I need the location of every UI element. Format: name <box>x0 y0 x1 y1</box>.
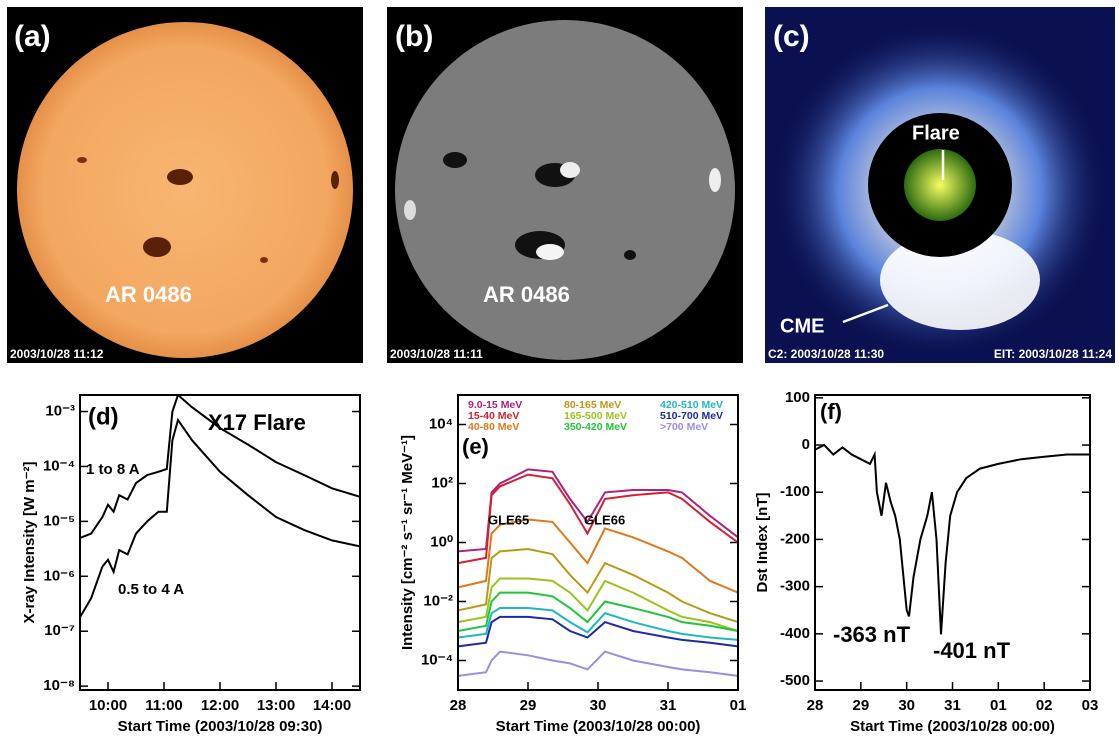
x-tick-label: 01 <box>730 697 747 714</box>
y-tick-label: 10⁴ <box>429 415 453 432</box>
y-tick-label: 100 <box>785 389 810 406</box>
timestamp: C2: 2003/10/28 11:30 <box>768 347 884 361</box>
chart: 10⁻⁴ 10⁻² 10⁰ 10² 10⁴ 28 29 30 31 01 Start Time (2… <box>399 395 746 735</box>
series-label: 1 to 8 A <box>86 461 140 478</box>
panel-label: (a) <box>14 20 51 53</box>
y-tick-label: -200 <box>780 530 810 547</box>
figure: (a) AR 0486 2003/10/28 11:12 (b) AR 0486… <box>0 0 1119 741</box>
x-tick-label: 31 <box>944 697 961 714</box>
annotation: Flare <box>912 122 960 144</box>
y-axis-title: Dst Index [nT] <box>754 492 771 592</box>
timestamp: 2003/10/28 11:12 <box>10 347 104 361</box>
x-tick-label: 28 <box>807 697 824 714</box>
x-tick-label: 10:00 <box>89 697 127 714</box>
x-tick-label: 11:00 <box>145 697 183 714</box>
x-tick-label: 28 <box>450 697 467 714</box>
y-tick-label: -400 <box>780 625 810 642</box>
annotation: AR 0486 <box>105 282 192 307</box>
y-tick-label: 10⁻⁴ <box>421 651 453 668</box>
annotation: -363 nT <box>833 622 911 647</box>
annotation: GLE66 <box>584 512 625 527</box>
x-tick-label: 29 <box>520 697 537 714</box>
chart: 100 0 -100 -200 -300 -400 -500 28 29 30 31 01 02 03 St… <box>754 389 1098 735</box>
annotation: CME <box>780 315 824 337</box>
x-tick-label: 29 <box>852 697 869 714</box>
series-label: 0.5 to 4 A <box>118 581 184 598</box>
chart: 10⁻⁸ 10⁻⁷ 10⁻⁶ 10⁻⁵ 10⁻⁴ 10⁻³ 10:00 11:00 12:00 1… <box>21 395 360 735</box>
series-line <box>815 445 1090 634</box>
y-tick-label: 10⁻⁸ <box>43 677 75 694</box>
y-tick-label: -500 <box>780 672 810 689</box>
legend-entry: >700 MeV <box>660 421 708 433</box>
y-axis-title: Intensity [cm⁻² s⁻¹ sr⁻¹ MeV⁻¹] <box>399 435 416 650</box>
image-panel-a: (a) AR 0486 2003/10/28 11:12 <box>7 7 363 363</box>
panel-label: (b) <box>395 20 433 53</box>
annotation: AR 0486 <box>483 282 570 307</box>
x-tick-label: 13:00 <box>257 697 295 714</box>
y-tick-label: 10⁻³ <box>45 403 75 420</box>
annotation: X17 Flare <box>208 410 306 435</box>
plot-frame <box>80 395 360 690</box>
y-tick-label: 10⁻⁴ <box>43 457 75 474</box>
y-tick-label: 10⁻⁶ <box>43 567 75 584</box>
y-tick-label: -100 <box>780 483 810 500</box>
legend-entry: 40-80 MeV <box>468 421 519 433</box>
x-axis-title: Start Time (2003/10/28 09:30) <box>118 718 323 735</box>
x-tick-label: 30 <box>898 697 915 714</box>
x-tick-label: 01 <box>990 697 1007 714</box>
timestamp: EIT: 2003/10/28 11:24 <box>994 347 1112 361</box>
annotation: (d) <box>88 403 119 430</box>
y-axis-title: X-ray Intensity [W m⁻²] <box>21 461 38 623</box>
annotation: (f) <box>820 399 842 424</box>
series-line <box>458 520 738 593</box>
y-tick-label: 0 <box>802 436 810 453</box>
y-tick-label: 10⁻⁵ <box>43 512 75 529</box>
series-line <box>458 593 738 631</box>
x-tick-label: 31 <box>660 697 677 714</box>
x-axis-title: Start Time (2003/10/28 00:00) <box>850 718 1055 735</box>
legend-entry: 350-420 MeV <box>564 421 627 433</box>
timestamp: 2003/10/28 11:11 <box>390 347 483 361</box>
image-panel-b: (b) AR 0486 2003/10/28 11:11 <box>387 7 743 363</box>
y-tick-label: 10⁰ <box>430 533 453 550</box>
annotation: (e) <box>462 434 489 459</box>
x-tick-label: 02 <box>1036 697 1053 714</box>
series-line <box>458 652 738 676</box>
annotation: GLE65 <box>488 512 529 527</box>
annotation: -401 nT <box>933 638 1011 663</box>
y-tick-label: 10⁻⁷ <box>44 622 75 639</box>
x-tick-label: 14:00 <box>313 697 351 714</box>
x-axis-title: Start Time (2003/10/28 00:00) <box>496 718 701 735</box>
y-tick-label: 10⁻² <box>423 592 453 609</box>
y-tick-label: 10² <box>431 474 453 491</box>
x-tick-label: 12:00 <box>201 697 239 714</box>
y-tick-label: -300 <box>780 578 810 595</box>
panel-label: (c) <box>773 20 810 53</box>
image-panel-c: (c) Flare CME C2: 2003/10/28 11:30 EIT: … <box>765 7 1115 363</box>
x-tick-label: 30 <box>590 697 607 714</box>
x-tick-label: 03 <box>1082 697 1099 714</box>
